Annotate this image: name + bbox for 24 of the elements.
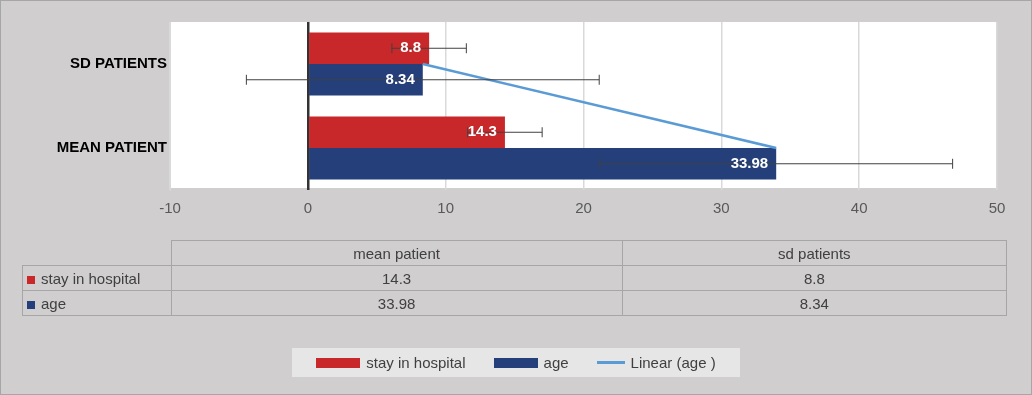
y-tick-label: SD PATIENTS bbox=[70, 54, 167, 72]
text: 14.3 bbox=[381, 269, 412, 287]
data-label: 8.34 bbox=[385, 69, 416, 87]
x-tick-label: 20 bbox=[575, 199, 592, 217]
y-tick-label: MEAN PATIENT bbox=[56, 138, 167, 156]
x-tick-label: 40 bbox=[850, 199, 868, 217]
legend-label: Linear (age ) bbox=[630, 354, 716, 371]
x-tick-label: 50 bbox=[988, 199, 1006, 217]
text: sd patients bbox=[622, 240, 1007, 266]
x-tick-label: 0 bbox=[303, 199, 313, 217]
data-label: 8.8 bbox=[400, 38, 422, 56]
x-tick-label: 30 bbox=[712, 199, 730, 217]
x-tick-label: -10 bbox=[159, 199, 181, 217]
text: mean patient bbox=[171, 240, 623, 266]
legend-label: stay in hospital bbox=[366, 354, 466, 371]
text: stay in hospital bbox=[41, 269, 141, 287]
data-label: 33.98 bbox=[730, 153, 769, 171]
legend-label: age bbox=[543, 354, 569, 371]
x-tick-label: 10 bbox=[437, 199, 455, 217]
text: 33.98 bbox=[377, 294, 416, 312]
text: 8.34 bbox=[799, 294, 829, 312]
text: 8.8 bbox=[803, 269, 825, 287]
text: age bbox=[41, 294, 67, 312]
data-label: 14.3 bbox=[467, 122, 497, 140]
